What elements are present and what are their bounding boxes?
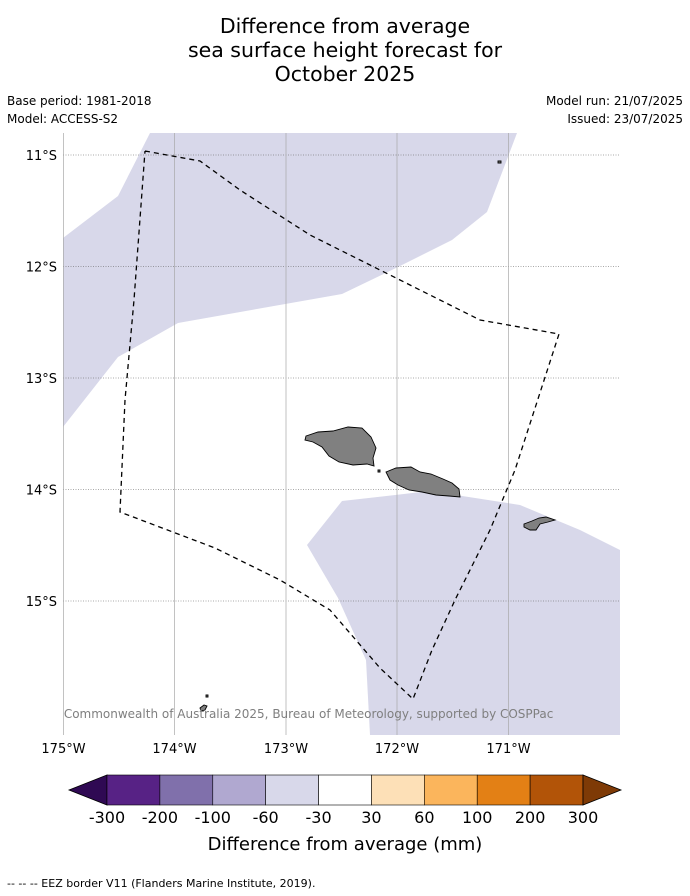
island-swains [497,160,502,164]
island-tutuila [523,516,557,531]
map-title: Difference from average sea surface heig… [0,14,690,86]
model-label: Model: ACCESS-S2 [7,112,119,126]
anomaly-region-north [63,133,517,427]
colorbar-label: 200 [515,808,546,827]
anomaly-region-south [307,491,620,735]
lon-label-172w: 172°W [375,742,419,757]
colorbar-label: 30 [361,808,381,827]
lat-label-13s: 13°S [26,372,57,387]
colorbar-swatch [318,774,372,806]
land [199,160,557,712]
colorbar-label: -100 [195,808,231,827]
colorbar-swatch [476,774,531,806]
colorbar: -300 -200 -100 -60 -30 30 60 100 200 300 [67,774,623,827]
colorbar-swatch [529,774,584,806]
map-plot-area: © Commonwealth of Australia 2025, Bureau… [48,133,620,735]
island-small-southwest [199,704,208,712]
issued-label: Issued: 23/07/2025 [567,112,683,126]
lon-label-174w: 174°W [152,742,196,757]
lat-label-15s: 15°S [26,595,57,610]
colorbar-extend-high [582,774,623,806]
colorbar-title: Difference from average (mm) [208,834,483,855]
colorbar-label: 300 [568,808,599,827]
islet-apolima [377,469,381,473]
colorbar-swatch [265,774,319,806]
colorbar-swatch [159,774,214,806]
colorbar-label: -60 [253,808,279,827]
colorbar-swatch [371,774,425,806]
latitude-labels: 11°S 12°S 13°S 14°S 15°S [26,149,57,610]
island-savaii [304,426,377,467]
lon-label-171w: 171°W [486,742,530,757]
title-line-3: October 2025 [274,62,416,86]
lon-label-175w: 175°W [41,742,85,757]
lat-label-14s: 14°S [26,484,57,499]
colorbar-swatch [106,774,161,806]
title-line-2: sea surface height forecast for [187,38,503,62]
colorbar-label: -200 [142,808,178,827]
colorbar-label: -300 [89,808,125,827]
title-line-1: Difference from average [219,14,471,38]
base-period-label: Base period: 1981-2018 [7,94,152,108]
eez-footnote: -- -- -- EEZ border V11 (Flanders Marine… [7,877,316,890]
colorbar-label: 60 [414,808,434,827]
copyright-notice: © Commonwealth of Australia 2025, Bureau… [48,707,553,721]
island-upolu [385,466,461,498]
eez-border [119,150,560,701]
colorbar-swatch [212,774,266,806]
lon-label-173w: 173°W [264,742,308,757]
colorbar-label: 100 [462,808,493,827]
model-run-label: Model run: 21/07/2025 [545,94,683,108]
longitude-labels: 175°W 174°W 173°W 172°W 171°W [41,742,530,757]
lat-label-11s: 11°S [26,149,57,164]
colorbar-swatch [424,774,478,806]
colorbar-label: -30 [305,808,331,827]
lat-label-12s: 12°S [26,261,57,276]
islet-southwest [205,694,209,698]
graticule [63,154,620,602]
colorbar-extend-low [67,774,108,806]
